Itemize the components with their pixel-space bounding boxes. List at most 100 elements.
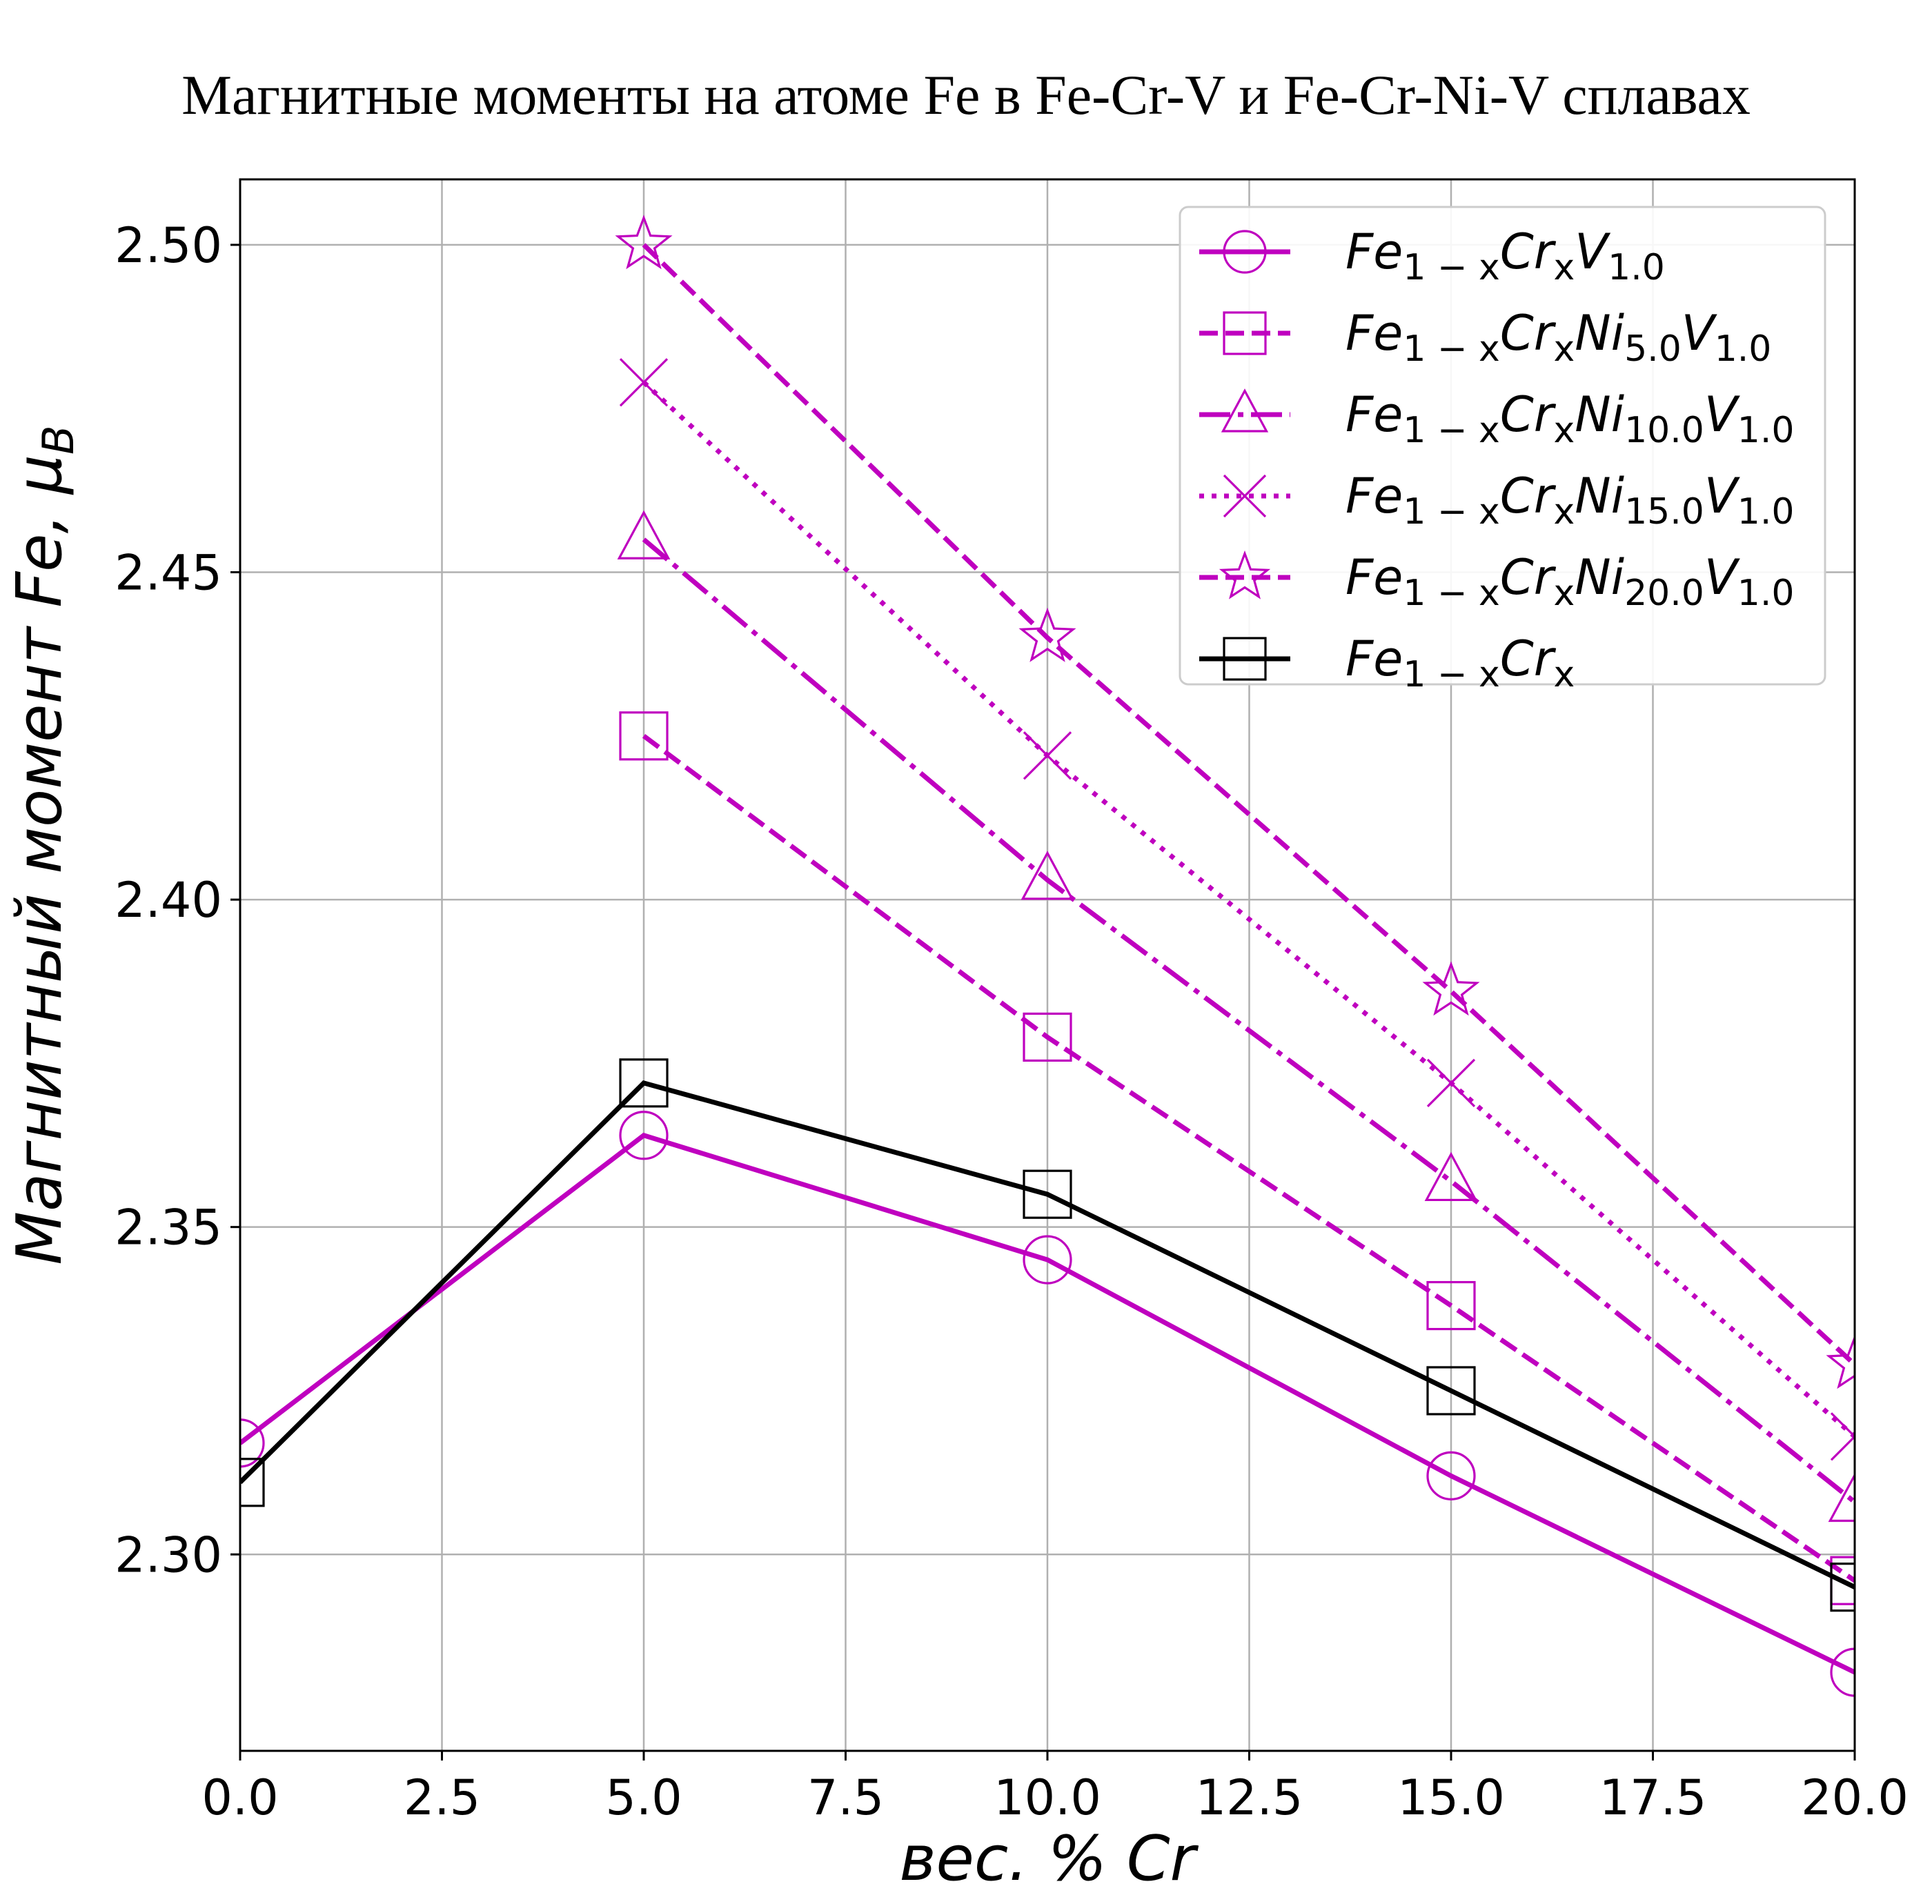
legend-label-subscript: x [1554, 247, 1575, 288]
legend-label-part: Cr [1500, 468, 1557, 524]
legend-label-part: V [1704, 468, 1740, 524]
legend-label-part: Cr [1500, 305, 1557, 361]
x-tick-label: 5.0 [605, 1769, 682, 1826]
y-axis-label-subscript: B [33, 425, 83, 455]
marker-circle [240, 1418, 265, 1468]
legend-label: Fe1 − xCrxV1.0 [1346, 224, 1665, 288]
legend-label-subscript: x [1554, 573, 1575, 614]
legend-label-subscript: 1 − x [1403, 573, 1500, 614]
y-tick-label: 2.35 [115, 1200, 222, 1256]
x-tick-label: 15.0 [1397, 1769, 1505, 1826]
legend-label-subscript: 1.0 [1737, 491, 1795, 533]
legend-label-subscript: 1 − x [1403, 247, 1500, 288]
marker-circle [1023, 1235, 1072, 1285]
legend-label-subscript: 1.0 [1737, 410, 1795, 451]
legend-label-part: Cr [1500, 631, 1557, 687]
legend-label-subscript: 15.0 [1624, 491, 1704, 533]
marker-triangle [1021, 851, 1074, 900]
legend-label-subscript: 1 − x [1403, 328, 1500, 370]
legend-label-part: V [1704, 386, 1740, 443]
series-4 [615, 215, 1855, 1389]
series-3 [619, 358, 1855, 1461]
legend-label-subscript: 10.0 [1624, 410, 1704, 451]
y-axis-label: Магнитный момент Fe, μB [3, 425, 83, 1265]
legend-label-subscript: 5.0 [1624, 328, 1682, 370]
legend-label-subscript: 1 − x [1403, 491, 1500, 533]
series-5 [240, 1058, 1855, 1612]
legend-label-part: Fe [1346, 305, 1403, 361]
marker-star [1219, 550, 1271, 599]
marker-x [1023, 731, 1072, 780]
series-line [642, 380, 1855, 1439]
marker-triangle [617, 510, 671, 559]
series-layer [240, 215, 1855, 1697]
marker-star [1826, 1334, 1855, 1389]
legend-label-subscript: x [1554, 410, 1575, 451]
y-axis-label-main: Магнитный момент Fe, μ [3, 455, 76, 1265]
legend-label: Fe1 − xCrxNi5.0V1.0 [1346, 305, 1771, 370]
x-tick-label: 12.5 [1196, 1769, 1303, 1826]
marker-x [619, 358, 669, 407]
legend-label: Fe1 − xCrxNi10.0V1.0 [1346, 386, 1794, 451]
marker-square [1223, 637, 1267, 681]
legend-label-part: Fe [1346, 386, 1403, 443]
marker-circle [1426, 1451, 1476, 1500]
marker-square [1023, 1169, 1072, 1219]
legend-label-part: Cr [1500, 549, 1557, 606]
marker-square [240, 1458, 265, 1507]
marker-star [1422, 961, 1480, 1016]
marker-x [1426, 1058, 1476, 1107]
series-line [240, 1132, 1855, 1675]
legend-label-part: Ni [1575, 549, 1624, 606]
legend-label: Fe1 − xCrxNi15.0V1.0 [1346, 468, 1794, 533]
series-line [642, 733, 1855, 1583]
marker-square [1223, 311, 1267, 355]
marker-square [1426, 1280, 1476, 1331]
legend-label-part: V [1575, 224, 1610, 280]
legend-label-subscript: 1.0 [1608, 247, 1665, 288]
series-0 [240, 1111, 1855, 1697]
legend-label-subscript: 1.0 [1715, 328, 1772, 370]
marker-x [1830, 1412, 1855, 1461]
series-line [240, 1080, 1855, 1589]
marker-circle [1830, 1647, 1855, 1697]
legend-label-subscript: x [1554, 491, 1575, 533]
series-1 [619, 711, 1855, 1605]
legend-label-part: Ni [1575, 386, 1624, 443]
series-2 [617, 510, 1855, 1523]
marker-square [619, 711, 669, 761]
x-tick-label: 7.5 [807, 1769, 884, 1826]
marker-triangle [1221, 388, 1269, 433]
x-tick-label: 2.5 [404, 1769, 480, 1826]
y-tick-label: 2.30 [115, 1527, 222, 1583]
y-tick-label: 2.45 [115, 545, 222, 602]
legend-label-part: Fe [1346, 549, 1403, 606]
legend-label-subscript: x [1554, 328, 1575, 370]
ticks: 0.0 2.5 5.0 7.5 10.0 12.5 15.0 17.5 20.0 2.30 2.35… [115, 217, 1909, 1826]
series-line [642, 243, 1855, 1367]
marker-x [1223, 474, 1267, 518]
x-axis-label: вес. % Cr [899, 1823, 1199, 1895]
legend-label: Fe1 − xCrx [1346, 631, 1575, 695]
marker-triangle [1828, 1472, 1855, 1523]
y-tick-label: 2.40 [115, 872, 222, 929]
marker-square [619, 1058, 669, 1108]
y-tick-label: 2.50 [115, 217, 222, 274]
marker-circle [619, 1111, 669, 1160]
legend-label-part: Cr [1500, 386, 1557, 443]
marker-triangle [1424, 1151, 1478, 1202]
legend-label-part: V [1704, 549, 1740, 606]
marker-circle [1223, 230, 1267, 274]
marker-square [1830, 1563, 1855, 1612]
legend-box [1179, 206, 1826, 686]
legend-label-part: Fe [1346, 631, 1403, 687]
legend-label-subscript: 1 − x [1403, 410, 1500, 451]
legend-label-subscript: 20.0 [1624, 573, 1704, 614]
marker-star [1018, 607, 1076, 662]
legend-label-part: V [1682, 305, 1717, 361]
marker-star [615, 215, 673, 270]
legend-label-subscript: 1 − x [1403, 654, 1500, 695]
legend-label-part: Fe [1346, 224, 1403, 280]
marker-square [1023, 1012, 1072, 1062]
